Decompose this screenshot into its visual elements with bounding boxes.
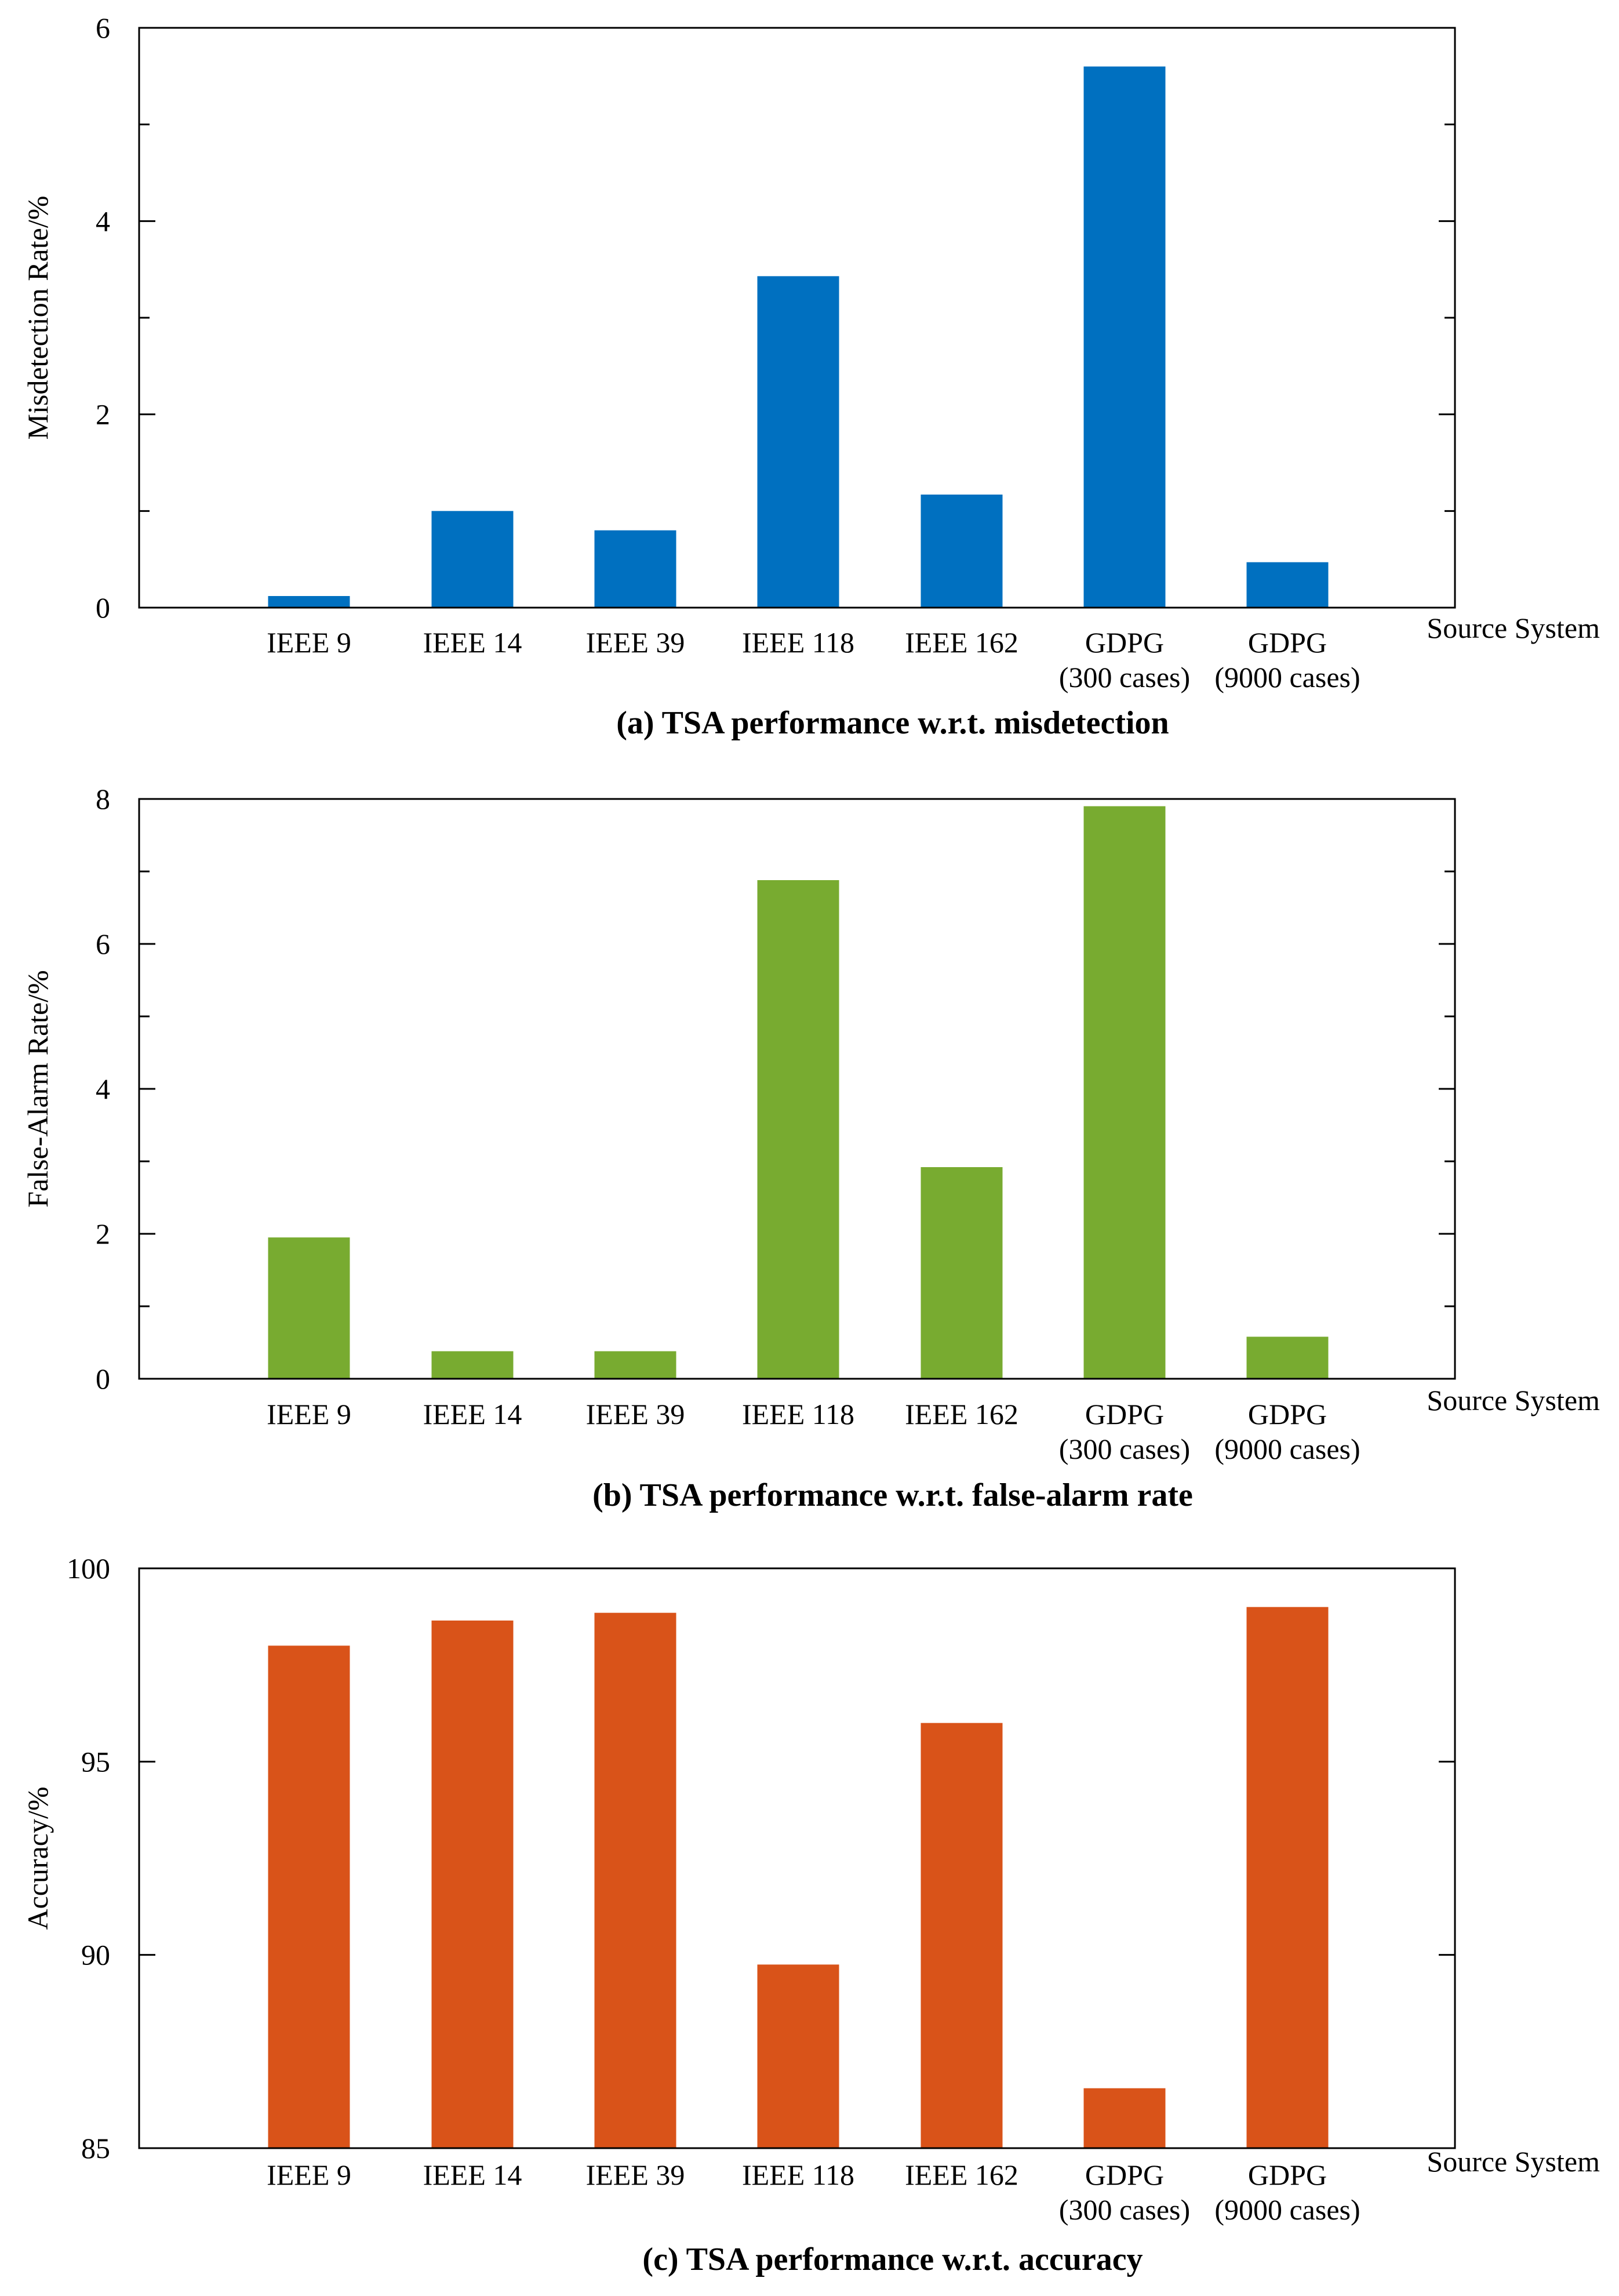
x-category-label: IEEE 9 bbox=[267, 2159, 351, 2191]
chart-panel: 85 90 95 100 Accuracy/% IEEE 9 IEEE 14 IEEE 39 I… bbox=[21, 1552, 1600, 2277]
y-tick-label: 6 bbox=[96, 928, 110, 960]
x-category-label: IEEE 39 bbox=[586, 2159, 685, 2191]
x-category-label-line: GDPG bbox=[1085, 626, 1164, 659]
bar bbox=[921, 1723, 1003, 2148]
y-axis-label: Accuracy/% bbox=[21, 1786, 54, 1930]
x-category-label: GDPG (300 cases) bbox=[1059, 626, 1190, 693]
x-category-label-line: GDPG bbox=[1248, 1398, 1327, 1430]
y-tick-label: 0 bbox=[96, 591, 110, 624]
x-category-label-line: IEEE 14 bbox=[423, 626, 522, 659]
x-category-label: IEEE 14 bbox=[423, 1398, 522, 1430]
bar bbox=[594, 1612, 676, 2148]
y-tick-label: 4 bbox=[96, 205, 110, 237]
x-category-label: IEEE 118 bbox=[742, 626, 854, 659]
x-category-label-line: (300 cases) bbox=[1059, 1433, 1190, 1465]
x-category-label: IEEE 14 bbox=[423, 626, 522, 659]
bar bbox=[1246, 1607, 1329, 2148]
y-tick-label: 90 bbox=[81, 1939, 110, 1971]
x-category-label-line: IEEE 9 bbox=[267, 1398, 351, 1430]
bar bbox=[757, 880, 839, 1379]
x-category-label-line: (9000 cases) bbox=[1214, 2193, 1360, 2226]
bar bbox=[268, 1237, 350, 1379]
x-category-label: IEEE 14 bbox=[423, 2159, 522, 2191]
bar bbox=[431, 511, 514, 608]
x-category-label: IEEE 39 bbox=[586, 1398, 685, 1430]
bar bbox=[921, 1167, 1003, 1379]
x-axis-label: Source System bbox=[1427, 1384, 1600, 1416]
x-category-label-line: IEEE 14 bbox=[423, 2159, 522, 2191]
plot-frame bbox=[138, 1567, 1456, 2149]
chart-panel: 0 2 4 6 Misdetection Rate/% IEEE 9 IEEE 14 IEEE… bbox=[21, 12, 1600, 741]
x-category-label: IEEE 39 bbox=[586, 626, 685, 659]
x-category-label: IEEE 9 bbox=[267, 1398, 351, 1430]
panel-caption: (c) TSA performance w.r.t. accuracy bbox=[642, 2241, 1143, 2277]
x-category-label-line: GDPG bbox=[1248, 626, 1327, 659]
x-category-label-line: IEEE 9 bbox=[267, 2159, 351, 2191]
x-category-label-line: IEEE 39 bbox=[586, 2159, 685, 2191]
x-axis-label: Source System bbox=[1427, 612, 1600, 644]
x-category-label: GDPG (300 cases) bbox=[1059, 1398, 1190, 1465]
panel-caption: (b) TSA performance w.r.t. false-alarm r… bbox=[592, 1477, 1193, 1513]
bar bbox=[1083, 806, 1166, 1379]
x-category-label: IEEE 162 bbox=[905, 2159, 1018, 2191]
panel-caption: (a) TSA performance w.r.t. misdetection bbox=[616, 705, 1169, 741]
x-category-label-line: IEEE 162 bbox=[905, 1398, 1018, 1430]
x-category-label-line: GDPG bbox=[1248, 2159, 1327, 2191]
bar bbox=[594, 1351, 676, 1379]
x-category-label: GDPG (9000 cases) bbox=[1214, 1398, 1360, 1465]
bar bbox=[431, 1351, 514, 1379]
bar bbox=[757, 1964, 839, 2148]
chart-panel: 0 2 4 6 8 False-Alarm Rate/% IEEE 9 IEEE 14 IEEE… bbox=[21, 783, 1600, 1513]
x-category-label: GDPG (9000 cases) bbox=[1214, 626, 1360, 693]
bar bbox=[1083, 66, 1166, 608]
bar bbox=[431, 1621, 514, 2148]
x-category-label-line: IEEE 39 bbox=[586, 626, 685, 659]
x-category-label-line: IEEE 118 bbox=[742, 2159, 854, 2191]
x-category-label: IEEE 9 bbox=[267, 626, 351, 659]
x-category-label: IEEE 162 bbox=[905, 626, 1018, 659]
y-tick-label: 0 bbox=[96, 1363, 110, 1395]
y-tick-label: 8 bbox=[96, 783, 110, 815]
y-tick-label: 100 bbox=[67, 1552, 110, 1585]
bar bbox=[1246, 562, 1329, 608]
x-category-label: IEEE 118 bbox=[742, 1398, 854, 1430]
y-axis-label: Misdetection Rate/% bbox=[21, 196, 54, 440]
x-category-label: GDPG (300 cases) bbox=[1059, 2159, 1190, 2226]
x-axis-label: Source System bbox=[1427, 2145, 1600, 2178]
x-category-label-line: IEEE 9 bbox=[267, 626, 351, 659]
x-category-label-line: (300 cases) bbox=[1059, 661, 1190, 693]
x-category-label: GDPG (9000 cases) bbox=[1214, 2159, 1360, 2226]
bar bbox=[594, 530, 676, 608]
bar bbox=[757, 276, 839, 608]
x-category-label-line: GDPG bbox=[1085, 1398, 1164, 1430]
bar bbox=[921, 495, 1003, 608]
x-category-label-line: IEEE 14 bbox=[423, 1398, 522, 1430]
x-category-label-line: IEEE 118 bbox=[742, 1398, 854, 1430]
y-tick-label: 6 bbox=[96, 12, 110, 44]
y-tick-label: 2 bbox=[96, 398, 110, 431]
y-tick-label: 85 bbox=[81, 2132, 110, 2164]
x-category-label-line: (9000 cases) bbox=[1214, 661, 1360, 693]
x-category-label-line: IEEE 162 bbox=[905, 2159, 1018, 2191]
x-category-label-line: IEEE 118 bbox=[742, 626, 854, 659]
x-category-label-line: (300 cases) bbox=[1059, 2193, 1190, 2226]
x-category-label-line: GDPG bbox=[1085, 2159, 1164, 2191]
bar bbox=[1246, 1336, 1329, 1379]
y-tick-label: 4 bbox=[96, 1073, 110, 1105]
y-tick-label: 2 bbox=[96, 1218, 110, 1250]
y-axis-label: False-Alarm Rate/% bbox=[21, 970, 54, 1208]
x-category-label: IEEE 118 bbox=[742, 2159, 854, 2191]
bar bbox=[268, 596, 350, 608]
bar bbox=[1083, 2088, 1166, 2148]
x-category-label: IEEE 162 bbox=[905, 1398, 1018, 1430]
x-category-label-line: IEEE 162 bbox=[905, 626, 1018, 659]
y-tick-label: 95 bbox=[81, 1745, 110, 1778]
x-category-label-line: IEEE 39 bbox=[586, 1398, 685, 1430]
bar bbox=[268, 1645, 350, 2148]
x-category-label-line: (9000 cases) bbox=[1214, 1433, 1360, 1465]
